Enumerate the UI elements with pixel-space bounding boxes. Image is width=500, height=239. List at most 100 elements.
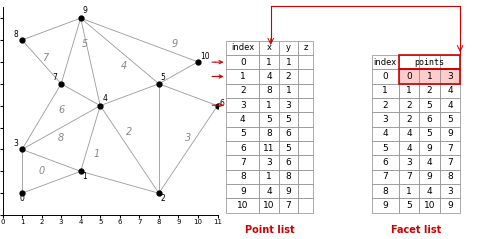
Text: 6: 6 xyxy=(58,105,64,115)
Text: 5: 5 xyxy=(382,144,388,153)
Bar xyxy=(372,112,399,127)
Bar xyxy=(440,69,460,84)
Bar xyxy=(279,84,297,98)
Text: 10: 10 xyxy=(200,52,210,61)
Bar xyxy=(226,41,259,55)
Bar xyxy=(440,127,460,141)
Text: 2: 2 xyxy=(382,101,388,110)
Bar xyxy=(372,155,399,170)
Text: 5: 5 xyxy=(426,129,432,138)
Bar xyxy=(259,170,279,184)
Bar xyxy=(372,141,399,155)
Text: 0: 0 xyxy=(240,58,246,67)
Bar xyxy=(226,84,259,98)
Bar xyxy=(399,55,460,69)
Bar xyxy=(298,198,314,213)
Text: 8: 8 xyxy=(14,30,18,39)
Text: 1: 1 xyxy=(93,149,100,159)
Text: 4: 4 xyxy=(406,144,412,153)
Text: y: y xyxy=(286,43,291,52)
Text: 5: 5 xyxy=(161,73,166,81)
Text: x: x xyxy=(266,43,272,52)
Bar xyxy=(298,155,314,170)
Bar xyxy=(298,69,314,84)
Text: 0: 0 xyxy=(382,72,388,81)
Bar xyxy=(420,155,440,170)
Text: 2: 2 xyxy=(286,72,291,81)
Bar xyxy=(440,141,460,155)
Bar xyxy=(399,141,419,155)
Text: 6: 6 xyxy=(426,115,432,124)
Text: index: index xyxy=(374,58,397,67)
Bar xyxy=(372,170,399,184)
Bar xyxy=(279,127,297,141)
Bar xyxy=(420,184,440,198)
Text: 7: 7 xyxy=(52,73,57,81)
Bar xyxy=(420,112,440,127)
Bar xyxy=(226,112,259,127)
Text: index: index xyxy=(231,43,254,52)
Text: 9: 9 xyxy=(240,187,246,196)
Bar xyxy=(259,112,279,127)
Bar xyxy=(279,170,297,184)
Text: Facet list: Facet list xyxy=(391,225,441,235)
Text: 8: 8 xyxy=(266,86,272,95)
Text: 1: 1 xyxy=(382,86,388,95)
Text: 1: 1 xyxy=(286,86,292,95)
Text: 2: 2 xyxy=(126,127,132,137)
Text: 8: 8 xyxy=(240,172,246,181)
Text: 6: 6 xyxy=(286,129,292,138)
Bar xyxy=(298,127,314,141)
Text: 9: 9 xyxy=(172,39,177,49)
Bar xyxy=(399,198,419,213)
Text: 9: 9 xyxy=(286,187,292,196)
Text: 3: 3 xyxy=(266,158,272,167)
Bar xyxy=(279,112,297,127)
Text: 8: 8 xyxy=(58,134,64,143)
Bar xyxy=(440,98,460,112)
Text: 3: 3 xyxy=(14,139,18,148)
Bar xyxy=(399,155,419,170)
Bar xyxy=(259,41,279,55)
Bar xyxy=(226,69,259,84)
Text: 1: 1 xyxy=(266,101,272,110)
Bar xyxy=(259,184,279,198)
Bar xyxy=(399,98,419,112)
Bar xyxy=(259,98,279,112)
Bar xyxy=(399,84,419,98)
Bar xyxy=(399,112,419,127)
Bar xyxy=(226,127,259,141)
Text: 4: 4 xyxy=(382,129,388,138)
Text: 9: 9 xyxy=(382,201,388,210)
Bar xyxy=(420,84,440,98)
Text: 1: 1 xyxy=(82,172,87,181)
Bar xyxy=(226,98,259,112)
Bar xyxy=(420,69,440,84)
Bar xyxy=(279,155,297,170)
Text: 3: 3 xyxy=(185,134,192,143)
Text: 5: 5 xyxy=(406,201,412,210)
Bar xyxy=(279,55,297,69)
Bar xyxy=(279,41,297,55)
Text: 7: 7 xyxy=(448,144,453,153)
Bar xyxy=(399,184,419,198)
Text: 1: 1 xyxy=(286,58,292,67)
Text: 1: 1 xyxy=(406,86,412,95)
Bar xyxy=(259,55,279,69)
Text: 3: 3 xyxy=(286,101,292,110)
Bar xyxy=(279,98,297,112)
Text: 1: 1 xyxy=(426,72,432,81)
Text: 7: 7 xyxy=(42,53,48,63)
Bar xyxy=(226,184,259,198)
Text: 9: 9 xyxy=(448,129,453,138)
Text: 4: 4 xyxy=(448,86,453,95)
Text: 4: 4 xyxy=(120,61,127,71)
Bar xyxy=(226,141,259,155)
Bar xyxy=(372,198,399,213)
Text: 11: 11 xyxy=(264,144,275,153)
Text: 7: 7 xyxy=(448,158,453,167)
Bar xyxy=(279,141,297,155)
Text: 4: 4 xyxy=(102,94,107,103)
Bar xyxy=(399,170,419,184)
Text: 8: 8 xyxy=(382,187,388,196)
